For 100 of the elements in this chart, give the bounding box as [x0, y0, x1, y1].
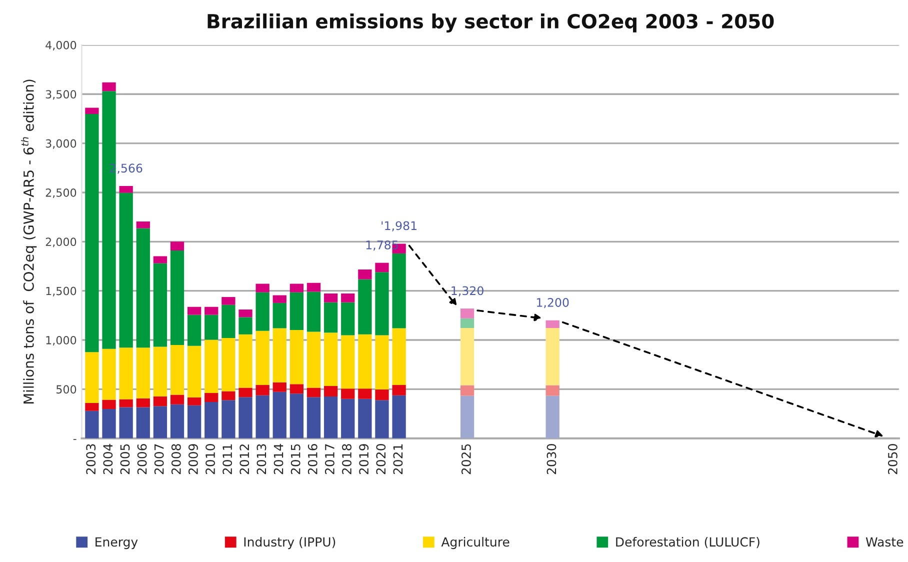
bar — [153, 346, 168, 397]
bar — [546, 385, 560, 396]
y-tick-label: 3,000 — [46, 139, 76, 149]
bar — [170, 242, 184, 251]
bar — [238, 317, 252, 334]
bar — [272, 295, 286, 303]
x-tick-label: 2005 — [120, 444, 130, 474]
bar — [272, 302, 286, 328]
bar — [85, 410, 99, 438]
x-tick-label: 2050 — [888, 444, 898, 474]
bar — [204, 393, 218, 402]
x-tick-label: 2016 — [308, 444, 318, 474]
bar — [324, 302, 338, 333]
bar — [392, 253, 406, 328]
bar — [153, 256, 168, 264]
bar — [256, 284, 270, 292]
y-tick-label: 4,000 — [46, 40, 76, 50]
y-tick-label: 1,500 — [46, 286, 76, 296]
bar — [460, 328, 474, 386]
x-tick-label: 2010 — [206, 444, 216, 474]
bar — [238, 388, 252, 398]
bar — [222, 297, 236, 305]
bar — [272, 382, 286, 392]
bar — [170, 345, 184, 395]
bar — [85, 402, 99, 411]
bar — [222, 391, 236, 400]
y-axis-title: Millions tons of CO2eq (GWP-AR5 - 6$^{th}$ edition) — [21, 80, 37, 404]
bar — [290, 284, 304, 292]
x-tick-label: 2021 — [393, 444, 403, 474]
bar — [324, 386, 338, 397]
bar — [290, 330, 304, 384]
x-tick-label: 2017 — [324, 444, 334, 474]
x-tick-label: 2012 — [240, 444, 250, 474]
legend-label: Waste — [866, 537, 904, 547]
bar — [204, 314, 218, 340]
bar — [153, 406, 168, 438]
bar — [102, 409, 116, 438]
x-tick-label: 2030 — [546, 444, 556, 474]
y-tick-label: 3,500 — [46, 90, 76, 100]
bar — [187, 314, 202, 346]
bar — [358, 269, 372, 280]
y-tick-label: 500 — [56, 385, 76, 394]
x-tick-label: 2011 — [222, 444, 232, 474]
bar — [358, 398, 372, 438]
bar — [102, 400, 116, 410]
bar — [204, 402, 218, 438]
bar — [546, 320, 560, 328]
bar — [119, 399, 133, 408]
bar — [256, 330, 270, 386]
bar — [170, 404, 184, 438]
bar — [222, 338, 236, 392]
bar — [238, 310, 252, 318]
bar — [306, 397, 321, 438]
bar — [324, 396, 338, 438]
bar — [460, 396, 474, 438]
bar — [119, 407, 133, 438]
bar — [306, 332, 321, 388]
bar — [187, 306, 202, 315]
bar — [341, 398, 355, 438]
bar — [290, 394, 304, 438]
bar — [306, 292, 321, 332]
bar — [222, 304, 236, 338]
x-tick-label: 2018 — [342, 444, 352, 474]
annotation: 1,200 — [536, 298, 569, 308]
bar — [272, 328, 286, 382]
bar — [375, 400, 389, 438]
bar — [153, 263, 168, 347]
bar — [153, 396, 168, 406]
bar — [204, 306, 218, 315]
x-tick-label: 2006 — [137, 444, 147, 474]
annotation: 1,320 — [452, 286, 484, 296]
x-tick-label: 2007 — [154, 444, 164, 474]
chart-title: Braziliian emissions by sector in CO2eq 2003 - 2050 — [208, 14, 774, 32]
bar — [170, 250, 184, 346]
bar — [375, 262, 389, 272]
bar — [136, 222, 150, 228]
x-tick-label: 2013 — [256, 444, 266, 474]
bar — [102, 82, 116, 92]
bar — [136, 228, 150, 348]
bar — [119, 348, 133, 400]
annotation: '1,981 — [382, 221, 416, 232]
bar — [290, 384, 304, 394]
x-tick-label: 2009 — [188, 444, 198, 474]
bar — [170, 394, 184, 404]
x-tick-label: 2004 — [103, 444, 113, 474]
bar — [392, 385, 406, 396]
bar — [306, 388, 321, 398]
bar — [375, 389, 389, 400]
x-tick-label: 2025 — [461, 444, 471, 474]
bar — [324, 332, 338, 386]
y-tick-label: 2,000 — [46, 238, 76, 248]
bar — [136, 348, 150, 398]
bar — [256, 292, 270, 331]
bar — [546, 328, 560, 386]
bar — [358, 388, 372, 399]
y-tick-label: 2,500 — [46, 188, 76, 198]
x-tick-label: 2014 — [274, 444, 284, 474]
legend-label: Agriculture — [441, 536, 510, 550]
bar — [238, 334, 252, 388]
bar — [85, 108, 99, 114]
